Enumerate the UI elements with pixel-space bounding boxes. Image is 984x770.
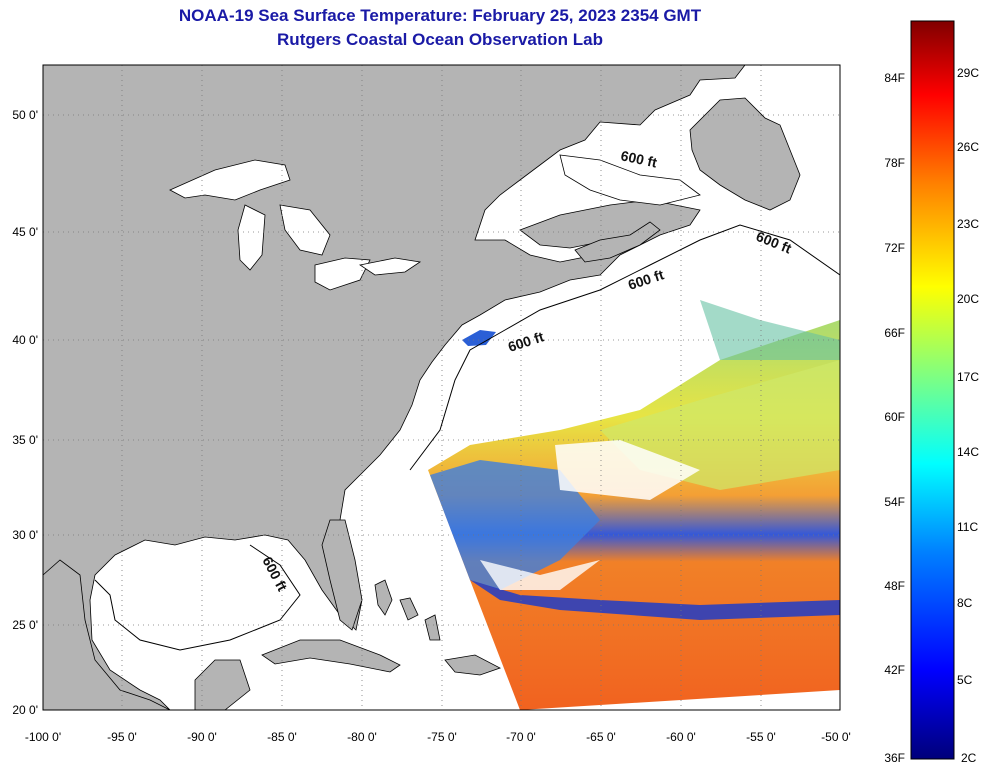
longitude-axis: -100 0' -95 0' -90 0' -85 0' -80 0' -75 … [25, 730, 851, 744]
lon-tick-9: -55 0' [746, 730, 776, 744]
lon-tick-8: -60 0' [666, 730, 696, 744]
lon-tick-6: -70 0' [506, 730, 536, 744]
colorbar-f-label-3: 66F [884, 326, 905, 340]
colorbar-f-label-5: 54F [884, 495, 905, 509]
lat-tick-2: 40 0' [12, 333, 38, 347]
colorbar-c-label-0: 29C [957, 66, 979, 80]
colorbar-f-label-0: 84F [884, 71, 905, 85]
lat-tick-0: 50 0' [12, 108, 38, 122]
lat-tick-5: 25 0' [12, 618, 38, 632]
lat-tick-6: 20 0' [12, 703, 38, 717]
lon-tick-3: -85 0' [267, 730, 297, 744]
lon-tick-5: -75 0' [427, 730, 457, 744]
sst-swath [428, 300, 840, 710]
colorbar-f-label-2: 72F [884, 241, 905, 255]
land [43, 65, 801, 710]
lat-tick-4: 30 0' [12, 528, 38, 542]
colorbar-c-label-7: 8C [957, 596, 973, 610]
latitude-axis: 50 0' 45 0' 40 0' 35 0' 30 0' 25 0' 20 0… [12, 108, 38, 717]
map-subtitle: Rutgers Coastal Ocean Observation Lab [277, 30, 603, 49]
lon-tick-10: -50 0' [821, 730, 851, 744]
colorbar-c-label-5: 14C [957, 445, 979, 459]
contour-label-north: 600 ft [619, 147, 658, 170]
colorbar-f-label-8: 36F [884, 751, 905, 765]
colorbar-c-label-4: 17C [957, 370, 979, 384]
lat-tick-3: 35 0' [12, 433, 38, 447]
map-title: NOAA-19 Sea Surface Temperature: Februar… [178, 6, 702, 25]
colorbar-c-label-9: 2C [961, 751, 977, 765]
lon-tick-4: -80 0' [347, 730, 377, 744]
colorbar-f-label-1: 78F [884, 156, 905, 170]
lon-tick-7: -65 0' [586, 730, 616, 744]
colorbar-c-label-6: 11C [957, 520, 978, 534]
colorbar-c-label-2: 23C [957, 217, 979, 231]
colorbar-f-label-7: 42F [884, 663, 905, 677]
colorbar: 84F 78F 72F 66F 60F 54F 48F 42F 36F 29C … [884, 20, 979, 765]
colorbar-c-label-8: 5C [957, 673, 973, 687]
colorbar-f-label-6: 48F [884, 579, 905, 593]
lon-tick-1: -95 0' [107, 730, 137, 744]
lon-tick-0: -100 0' [25, 730, 61, 744]
depth-contour [94, 224, 840, 651]
lat-tick-1: 45 0' [12, 225, 38, 239]
colorbar-gradient [910, 20, 955, 760]
colorbar-c-label-3: 20C [957, 292, 979, 306]
lon-tick-2: -90 0' [187, 730, 217, 744]
colorbar-c-label-1: 26C [957, 140, 979, 154]
colorbar-f-label-4: 60F [884, 410, 905, 424]
